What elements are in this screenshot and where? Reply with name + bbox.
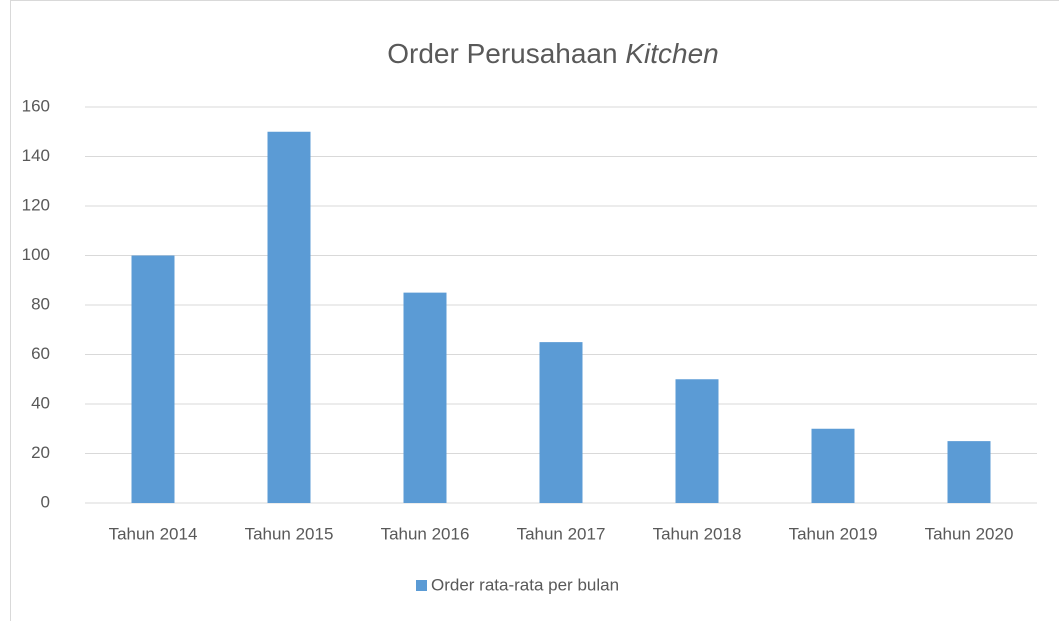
y-tick-label: 80 bbox=[31, 294, 50, 313]
bar bbox=[267, 131, 311, 503]
bar bbox=[403, 292, 447, 503]
title-italic: Kitchen bbox=[625, 38, 718, 69]
y-tick-label: 160 bbox=[22, 96, 50, 115]
bar bbox=[539, 342, 583, 503]
y-tick-label: 60 bbox=[31, 344, 50, 363]
y-tick-label: 100 bbox=[22, 245, 50, 264]
legend-label: Order rata-rata per bulan bbox=[431, 575, 619, 594]
x-tick-label: Tahun 2018 bbox=[653, 524, 742, 543]
bar bbox=[811, 428, 855, 503]
x-tick-label: Tahun 2020 bbox=[925, 524, 1014, 543]
y-tick-label: 0 bbox=[41, 492, 50, 511]
x-tick-label: Tahun 2017 bbox=[517, 524, 606, 543]
bar bbox=[947, 441, 991, 503]
y-tick-label: 120 bbox=[22, 195, 50, 214]
y-tick-label: 140 bbox=[22, 146, 50, 165]
y-tick-label: 20 bbox=[31, 443, 50, 462]
bar bbox=[131, 255, 175, 503]
x-tick-label: Tahun 2019 bbox=[789, 524, 878, 543]
chart-title: Order Perusahaan Kitchen bbox=[387, 38, 719, 69]
bar bbox=[675, 379, 719, 503]
x-tick-label: Tahun 2014 bbox=[109, 524, 198, 543]
x-tick-label: Tahun 2015 bbox=[245, 524, 334, 543]
legend-swatch bbox=[416, 580, 427, 591]
title-text: Order Perusahaan bbox=[387, 38, 617, 69]
x-tick-label: Tahun 2016 bbox=[381, 524, 470, 543]
chart-frame bbox=[10, 0, 1059, 621]
y-tick-label: 40 bbox=[31, 393, 50, 412]
